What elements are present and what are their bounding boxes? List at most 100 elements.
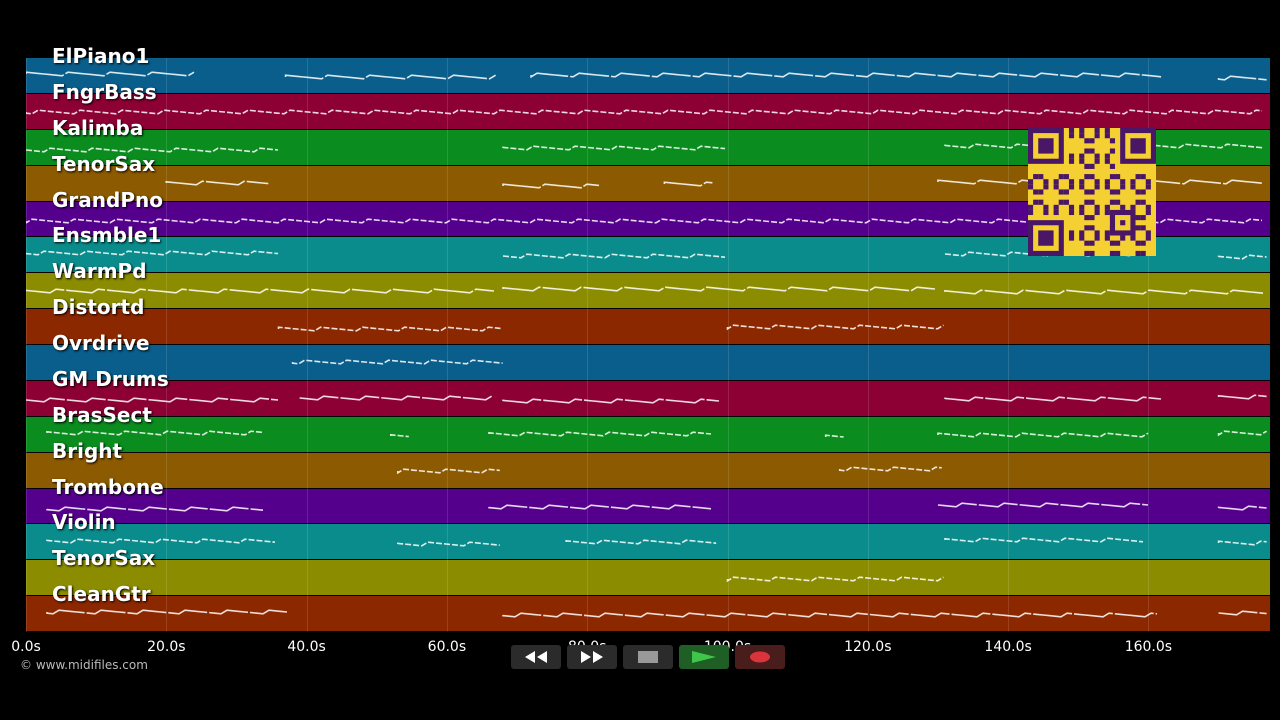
time-tick: 120.0s bbox=[844, 639, 892, 655]
time-tick: 60.0s bbox=[427, 639, 467, 655]
track-row bbox=[26, 380, 1270, 417]
track-label: Trombone bbox=[52, 474, 164, 499]
stop-button[interactable] bbox=[623, 645, 673, 669]
track-notes bbox=[26, 71, 1267, 81]
note-line bbox=[937, 432, 1149, 438]
track-row bbox=[26, 560, 1270, 597]
note-line bbox=[1217, 254, 1267, 260]
note-line bbox=[1217, 430, 1268, 436]
grid-line bbox=[166, 58, 168, 632]
track-label: ElPiano1 bbox=[52, 44, 150, 68]
note-line bbox=[502, 612, 1158, 618]
rewind-icon bbox=[525, 651, 547, 663]
note-line bbox=[1217, 504, 1267, 511]
note-line bbox=[26, 288, 495, 294]
note-line bbox=[1218, 610, 1267, 616]
note-line bbox=[726, 576, 944, 583]
note-line bbox=[502, 398, 720, 404]
time-tick: 40.0s bbox=[287, 639, 326, 655]
grid-line bbox=[1148, 58, 1150, 632]
track-row bbox=[26, 452, 1270, 489]
track-label: Violin bbox=[52, 510, 116, 535]
note-line bbox=[46, 505, 264, 512]
note-line bbox=[389, 433, 409, 438]
note-line bbox=[944, 289, 1264, 295]
track-notes bbox=[26, 109, 1263, 115]
note-line bbox=[1217, 394, 1267, 400]
track-notes bbox=[46, 501, 1267, 512]
grid-line bbox=[867, 58, 869, 632]
track-notes bbox=[46, 609, 1267, 618]
note-line bbox=[26, 147, 279, 153]
track-label: TenorSax bbox=[52, 546, 156, 571]
track-label: Distortd bbox=[52, 295, 145, 320]
note-line bbox=[530, 72, 1162, 79]
track-row bbox=[26, 488, 1270, 525]
track-label: Ensmble1 bbox=[52, 223, 162, 248]
note-line bbox=[838, 466, 942, 472]
track-row bbox=[26, 524, 1270, 561]
track-row bbox=[26, 596, 1270, 632]
track-notes bbox=[26, 286, 1264, 295]
track-notes bbox=[291, 359, 503, 365]
fast-forward-button[interactable] bbox=[567, 645, 617, 669]
track-row bbox=[26, 273, 1270, 310]
note-line bbox=[502, 145, 726, 151]
grid-line bbox=[446, 58, 448, 632]
track-label: FngrBass bbox=[52, 79, 157, 104]
note-line bbox=[46, 538, 276, 544]
note-line bbox=[46, 430, 264, 436]
track-label: Bright bbox=[52, 438, 123, 463]
note-line bbox=[488, 503, 712, 510]
transport-controls bbox=[511, 645, 785, 669]
play-icon bbox=[692, 651, 716, 663]
track-label: GrandPno bbox=[52, 187, 163, 212]
note-line bbox=[1217, 540, 1267, 546]
track-notes bbox=[396, 466, 942, 474]
note-line bbox=[944, 396, 1162, 402]
note-line bbox=[502, 253, 726, 259]
record-icon bbox=[750, 651, 770, 663]
track-notes bbox=[277, 324, 944, 332]
track-label: WarmPd bbox=[52, 259, 147, 284]
grid-line bbox=[306, 58, 308, 632]
note-line bbox=[937, 501, 1149, 508]
note-line bbox=[26, 71, 195, 77]
rewind-button[interactable] bbox=[511, 645, 561, 669]
track-notes bbox=[26, 394, 1267, 404]
time-tick: 160.0s bbox=[1124, 639, 1173, 655]
track-label: Kalimba bbox=[52, 115, 144, 140]
grid-line bbox=[727, 58, 729, 632]
note-line bbox=[488, 431, 712, 437]
track-row bbox=[26, 345, 1270, 381]
note-line bbox=[565, 539, 717, 545]
note-line bbox=[502, 182, 600, 189]
track-row bbox=[26, 93, 1270, 130]
fast-forward-icon bbox=[581, 651, 603, 663]
note-line bbox=[26, 397, 279, 403]
note-line bbox=[165, 180, 269, 186]
track-notes bbox=[726, 576, 944, 583]
record-button[interactable] bbox=[735, 645, 785, 669]
note-line bbox=[396, 541, 500, 547]
note-line bbox=[291, 359, 503, 365]
play-button[interactable] bbox=[679, 645, 729, 669]
note-line bbox=[277, 326, 501, 332]
note-line bbox=[944, 537, 1144, 543]
qr-code bbox=[1028, 128, 1156, 256]
track-row bbox=[26, 416, 1270, 453]
track-label: TenorSax bbox=[52, 151, 156, 176]
note-line bbox=[46, 609, 288, 615]
note-line bbox=[824, 434, 844, 438]
track-label: GM Drums bbox=[52, 366, 169, 391]
qr-pattern bbox=[1028, 128, 1156, 256]
track-notes bbox=[46, 430, 1268, 438]
note-line bbox=[26, 109, 1263, 115]
track-row bbox=[26, 309, 1270, 345]
track-row bbox=[26, 58, 1270, 94]
grid-line bbox=[1008, 58, 1010, 632]
note-line bbox=[502, 286, 936, 292]
note-line bbox=[284, 74, 497, 80]
track-notes bbox=[46, 537, 1267, 547]
track-label: CleanGtr bbox=[52, 582, 151, 607]
